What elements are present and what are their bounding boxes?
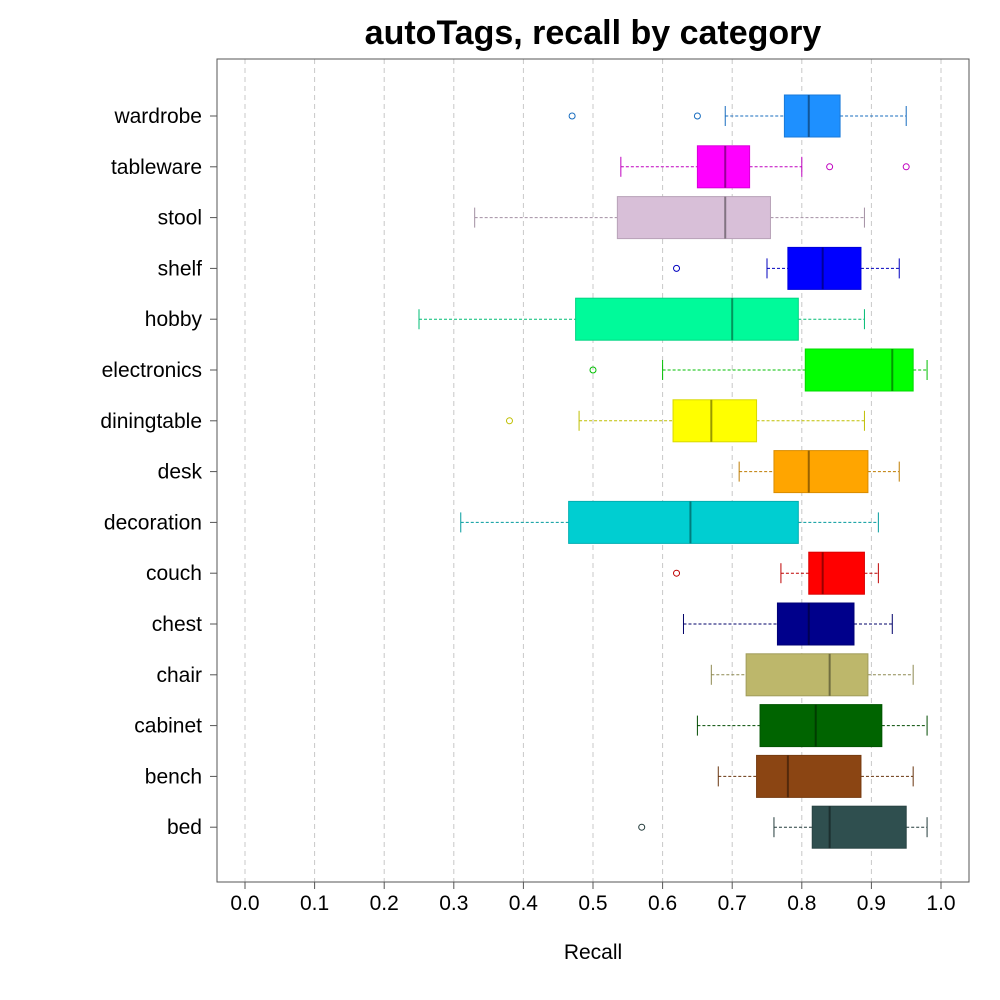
- chart-title: autoTags, recall by category: [365, 14, 822, 52]
- category-label-chair: chair: [156, 664, 202, 687]
- x-tick-label: 1.0: [926, 892, 955, 915]
- category-label-desk: desk: [158, 461, 203, 484]
- category-label-couch: couch: [146, 562, 202, 585]
- x-tick-label: 0.7: [718, 892, 747, 915]
- box-iqr: [575, 297, 799, 341]
- box-stool: [474, 196, 865, 240]
- box-series: [418, 94, 928, 849]
- box-wardrobe: [568, 94, 907, 138]
- box-iqr: [783, 94, 841, 138]
- x-tick-label: 0.1: [300, 892, 329, 915]
- category-label-stool: stool: [158, 207, 202, 230]
- x-tick-label: 0.8: [787, 892, 816, 915]
- box-desk: [738, 450, 900, 494]
- box-shelf: [673, 246, 900, 290]
- category-label-diningtable: diningtable: [100, 410, 202, 433]
- box-cabinet: [696, 704, 928, 748]
- category-label-chest: chest: [152, 613, 202, 636]
- category-label-tableware: tableware: [111, 156, 202, 179]
- x-tick-label: 0.0: [230, 892, 259, 915]
- x-tick-label: 0.3: [439, 892, 468, 915]
- box-decoration: [460, 500, 879, 544]
- category-label-decoration: decoration: [104, 511, 202, 534]
- category-label-cabinet: cabinet: [134, 715, 202, 738]
- box-iqr: [696, 145, 751, 189]
- x-tick-label: 0.9: [857, 892, 886, 915]
- x-tick-label: 0.6: [648, 892, 677, 915]
- category-label-electronics: electronics: [102, 359, 202, 382]
- x-axis: 0.0 0.1 0.2 0.3 0.4 0.5 0.6 0.7 0.8 0.9 1.0: [230, 882, 956, 915]
- box-iqr: [804, 348, 914, 392]
- box-bed: [638, 805, 928, 849]
- category-label-wardrobe: wardrobe: [113, 105, 202, 128]
- outlier-point: [673, 264, 681, 272]
- outlier-point: [505, 417, 513, 425]
- box-iqr: [745, 653, 869, 697]
- category-label-hobby: hobby: [145, 308, 203, 331]
- box-iqr: [756, 754, 862, 798]
- box-diningtable: [505, 399, 865, 443]
- outlier-point: [589, 366, 597, 374]
- box-iqr: [776, 602, 855, 646]
- box-iqr: [773, 450, 869, 494]
- box-chair: [710, 653, 914, 697]
- outlier-point: [638, 823, 646, 831]
- category-label-bed: bed: [167, 816, 202, 839]
- box-iqr: [759, 704, 883, 748]
- box-tableware: [620, 145, 910, 189]
- x-tick-label: 0.4: [509, 892, 539, 915]
- outlier-point: [693, 112, 701, 120]
- category-label-shelf: shelf: [158, 257, 203, 280]
- box-iqr: [787, 246, 862, 290]
- box-bench: [717, 754, 914, 798]
- outlier-point: [568, 112, 576, 120]
- y-axis-categories: wardrobe tableware stool shelf hobby electron…: [100, 105, 217, 839]
- x-tick-label: 0.5: [578, 892, 607, 915]
- box-chest: [682, 602, 893, 646]
- box-iqr: [808, 551, 865, 595]
- box-couch: [673, 551, 879, 595]
- category-label-bench: bench: [145, 765, 202, 788]
- outlier-point: [826, 163, 834, 171]
- box-iqr: [672, 399, 758, 443]
- box-iqr: [811, 805, 907, 849]
- outlier-point: [673, 569, 681, 577]
- box-iqr: [568, 500, 799, 544]
- x-axis-label: Recall: [564, 941, 622, 964]
- x-tick-label: 0.2: [370, 892, 399, 915]
- outlier-point: [902, 163, 910, 171]
- box-electronics: [589, 348, 928, 392]
- box-hobby: [418, 297, 865, 341]
- box-iqr: [616, 196, 771, 240]
